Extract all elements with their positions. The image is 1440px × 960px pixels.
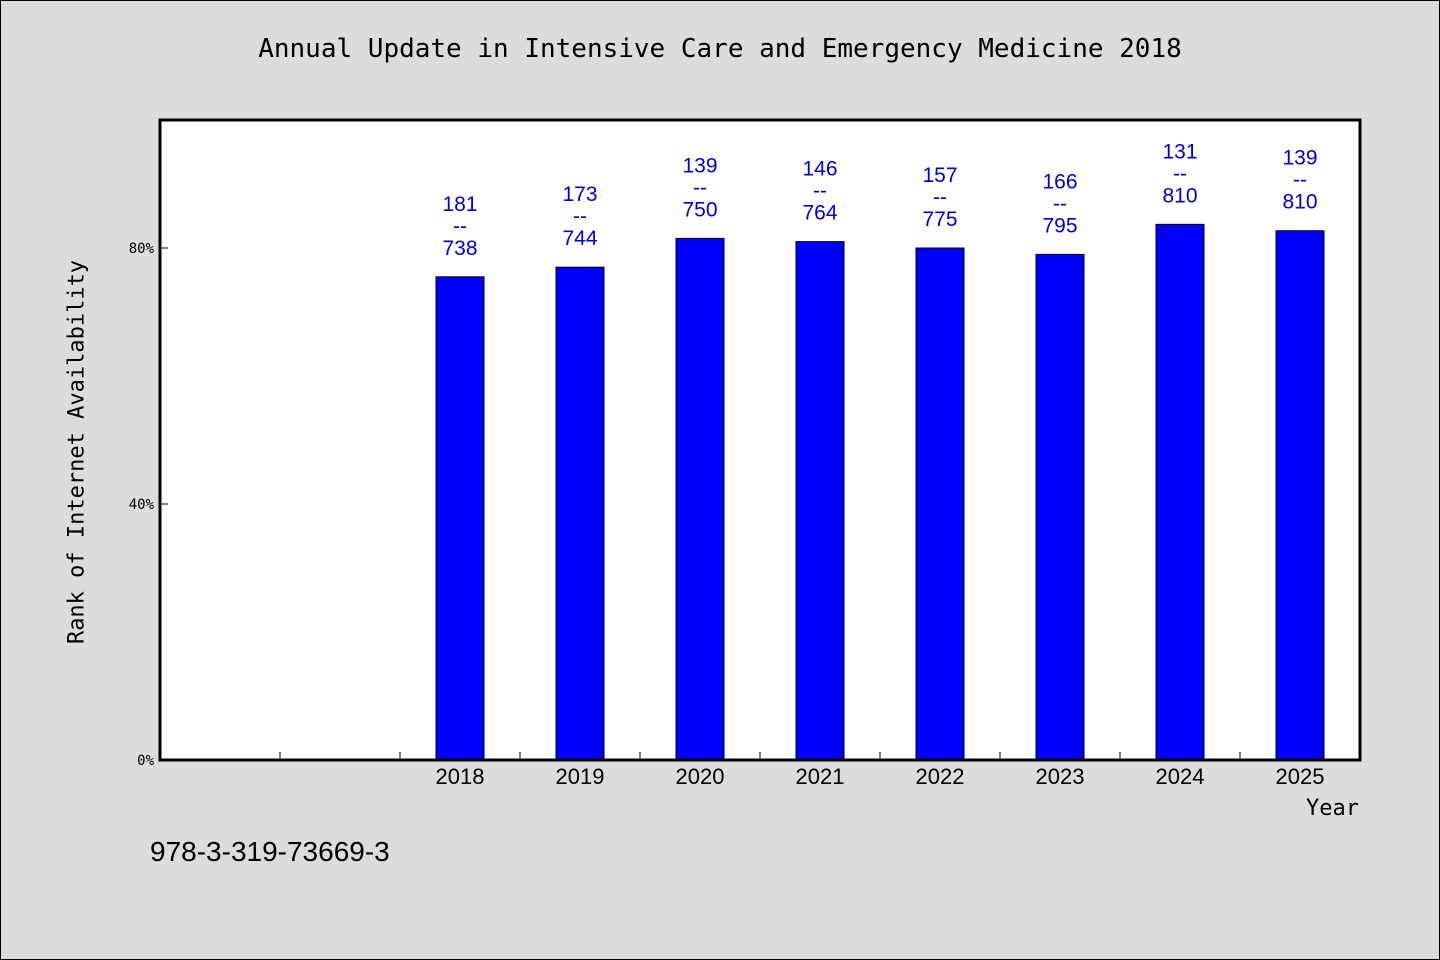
isbn-footer: 978-3-319-73669-3 bbox=[150, 836, 390, 867]
x-tick-label: 2021 bbox=[796, 764, 845, 789]
data-label-2019: 744 bbox=[562, 227, 597, 250]
x-tick-label: 2022 bbox=[916, 764, 965, 789]
data-label-2020: 139 bbox=[682, 154, 717, 177]
data-label-2023: 795 bbox=[1042, 214, 1077, 237]
data-label-2023: 166 bbox=[1042, 170, 1077, 193]
data-label-2021: 146 bbox=[802, 158, 837, 181]
data-label-2022: 775 bbox=[922, 208, 957, 231]
x-tick-label: 2019 bbox=[556, 764, 605, 789]
bar-2020 bbox=[675, 237, 725, 761]
bar-2019 bbox=[555, 266, 605, 761]
x-tick-label: 2024 bbox=[1156, 764, 1205, 789]
bar-2024 bbox=[1155, 223, 1205, 761]
data-label-2019: 173 bbox=[562, 183, 597, 206]
data-label-2021: -- bbox=[813, 180, 827, 203]
y-tick-label: 80% bbox=[129, 241, 155, 257]
data-label-2025: 810 bbox=[1282, 191, 1317, 214]
data-label-2023: -- bbox=[1053, 192, 1067, 215]
data-label-2019: -- bbox=[573, 205, 587, 228]
data-label-2021: 764 bbox=[802, 202, 837, 225]
x-tick-label: 2025 bbox=[1276, 764, 1325, 789]
data-label-2022: -- bbox=[933, 186, 947, 209]
x-axis-label: Year bbox=[1306, 796, 1359, 821]
data-label-2024: -- bbox=[1173, 162, 1187, 185]
plot-border bbox=[158, 118, 1362, 762]
data-label-2018: 181 bbox=[442, 193, 477, 216]
data-label-2025: 139 bbox=[1282, 147, 1317, 170]
data-label-2022: 157 bbox=[922, 164, 957, 187]
x-tick-label: 2023 bbox=[1036, 764, 1085, 789]
data-label-2024: 810 bbox=[1162, 184, 1197, 207]
bar-2018 bbox=[435, 276, 485, 761]
x-tick-label: 2018 bbox=[436, 764, 485, 789]
data-label-2018: -- bbox=[453, 215, 467, 238]
y-tick-label: 40% bbox=[129, 497, 155, 513]
y-tick-label: 0% bbox=[137, 753, 154, 769]
bar-2021 bbox=[795, 241, 845, 761]
data-label-2020: -- bbox=[693, 176, 707, 199]
bar-2023 bbox=[1035, 253, 1085, 761]
data-label-2024: 131 bbox=[1162, 140, 1197, 163]
bar-2022 bbox=[915, 247, 965, 761]
chart-title: Annual Update in Intensive Care and Emer… bbox=[258, 34, 1182, 64]
data-label-2020: 750 bbox=[682, 198, 717, 221]
data-label-2025: -- bbox=[1293, 169, 1307, 192]
data-label-2018: 738 bbox=[442, 237, 477, 260]
bar-2025 bbox=[1275, 230, 1325, 761]
x-tick-label: 2020 bbox=[676, 764, 725, 789]
